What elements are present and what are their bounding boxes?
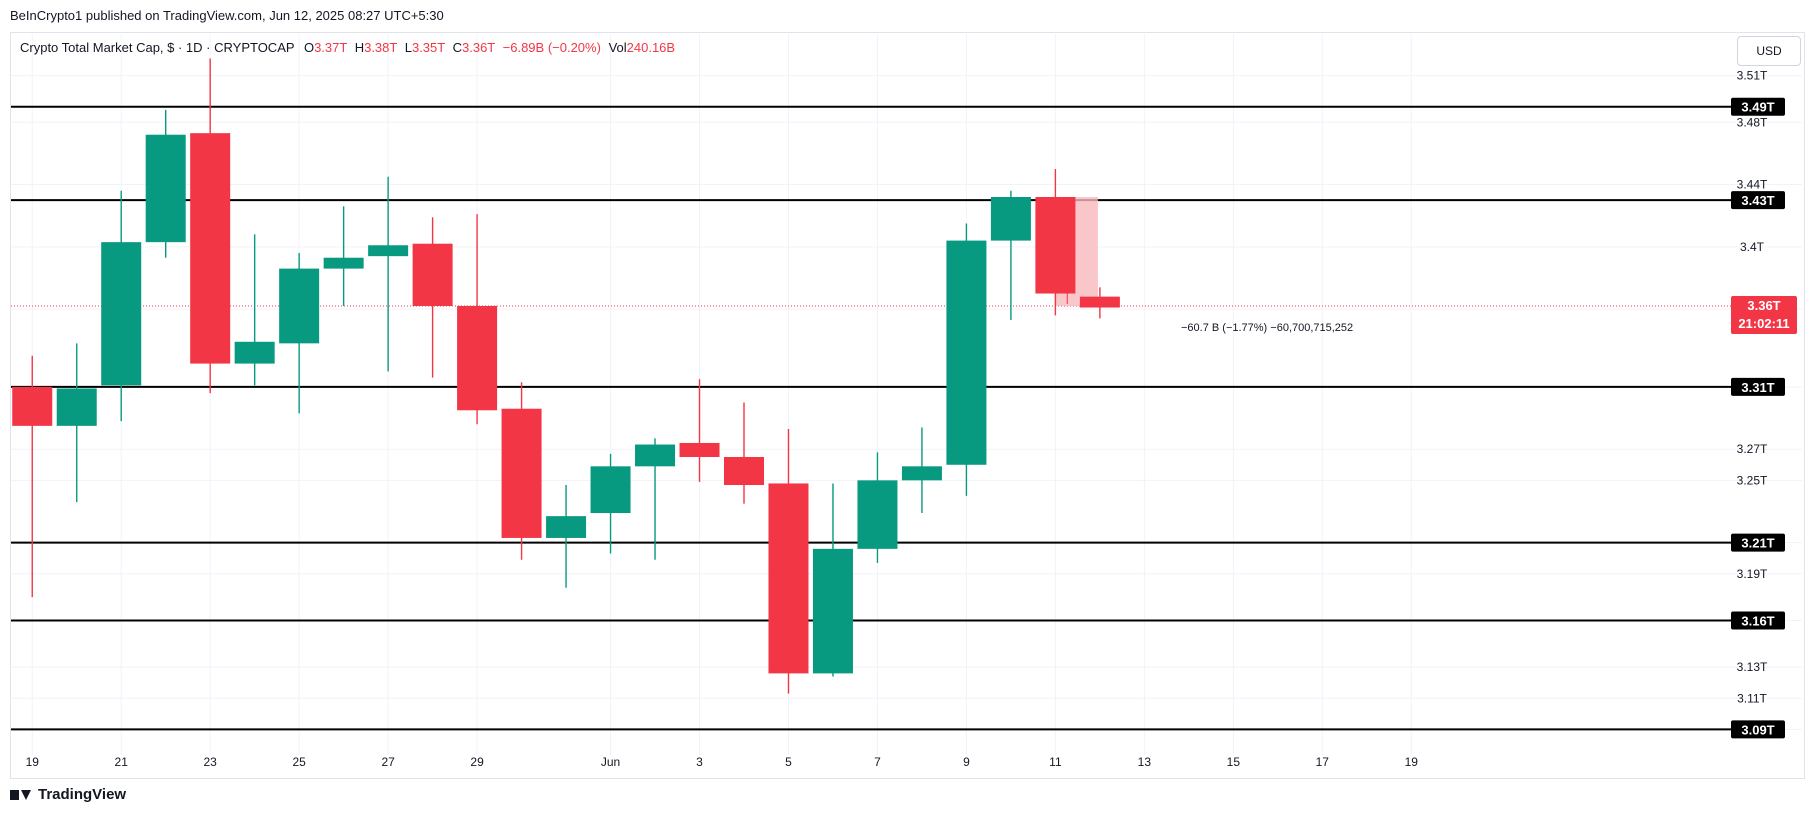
candle-body bbox=[724, 456, 764, 486]
candle-body bbox=[590, 466, 631, 514]
tradingview-logo-icon bbox=[10, 788, 32, 802]
high-value: 3.38T bbox=[364, 40, 398, 55]
candle-body bbox=[279, 268, 320, 344]
time-tick-label: 19 bbox=[26, 755, 40, 769]
price-tick-label: 3.11T bbox=[1737, 691, 1767, 705]
level-price-label: 3.31T bbox=[1741, 380, 1774, 395]
time-tick-label: 27 bbox=[381, 755, 395, 769]
symbol-legend: Crypto Total Market Cap, $ · 1D · CRYPTO… bbox=[20, 40, 675, 55]
level-price-tag bbox=[1731, 377, 1785, 396]
low-value: 3.35T bbox=[411, 40, 445, 55]
level-price-label: 3.43T bbox=[1741, 193, 1774, 208]
currency-button[interactable]: USD bbox=[1737, 36, 1801, 66]
candle-body bbox=[323, 257, 364, 269]
level-price-tag bbox=[1731, 97, 1785, 116]
candle-body bbox=[812, 548, 853, 674]
level-price-label: 3.16T bbox=[1741, 613, 1774, 628]
candle-body bbox=[234, 341, 275, 364]
close-value: 3.36T bbox=[462, 40, 496, 55]
price-tick-label: 3.19T bbox=[1737, 567, 1768, 581]
level-price-label: 3.49T bbox=[1741, 100, 1774, 115]
price-tick-label: 3.48T bbox=[1737, 115, 1768, 129]
candle-body bbox=[946, 240, 987, 465]
open-value: 3.37T bbox=[314, 40, 348, 55]
candle-body bbox=[190, 133, 231, 364]
time-tick-label: 23 bbox=[204, 755, 218, 769]
candle-body bbox=[56, 388, 97, 426]
candle-body bbox=[368, 245, 409, 257]
last-price-tag bbox=[1731, 295, 1797, 334]
time-tick-label: 9 bbox=[963, 755, 970, 769]
candle-body bbox=[901, 466, 942, 481]
price-tick-label: 3.4T bbox=[1740, 240, 1765, 254]
last-price-label: 3.36T bbox=[1747, 298, 1780, 313]
chart-grid bbox=[11, 34, 1802, 755]
time-tick-label: 29 bbox=[470, 755, 484, 769]
price-tick-label: 3.27T bbox=[1737, 442, 1768, 456]
open-label: O bbox=[303, 40, 315, 55]
candle-body bbox=[635, 444, 676, 467]
support-resistance-levels bbox=[11, 105, 1732, 731]
candle-body bbox=[145, 134, 186, 243]
candle-body bbox=[12, 386, 53, 426]
time-tick-label: 13 bbox=[1138, 755, 1152, 769]
level-price-tag bbox=[1731, 533, 1785, 552]
time-tick-label: 21 bbox=[115, 755, 129, 769]
candle-body bbox=[412, 243, 453, 306]
time-tick-label: 7 bbox=[874, 755, 881, 769]
time-tick-label: 3 bbox=[696, 755, 703, 769]
price-tick-label: 3.44T bbox=[1737, 178, 1768, 192]
candle-body bbox=[546, 516, 587, 538]
symbol-name[interactable]: Crypto Total Market Cap, $ · 1D · CRYPTO… bbox=[20, 40, 295, 55]
time-tick-label: 25 bbox=[292, 755, 306, 769]
published-caption: BeInCrypto1 published on TradingView.com… bbox=[10, 8, 444, 23]
candle-body bbox=[457, 305, 498, 411]
candle-body bbox=[679, 442, 720, 457]
candle-body bbox=[1079, 296, 1120, 308]
price-tick-label: 3.13T bbox=[1737, 660, 1768, 674]
volume-value: 240.16B bbox=[626, 40, 676, 55]
candle-body bbox=[101, 242, 142, 386]
time-axis: 19 21 23 25 27 29 Jun 3 5 7 9 11 13 15 17 19 bbox=[26, 755, 1419, 769]
measure-label: −60.7 B (−1.77%) −60,700,715,252 bbox=[1181, 322, 1353, 334]
time-tick-label: Jun bbox=[601, 755, 620, 769]
level-price-tag bbox=[1731, 611, 1785, 630]
close-label: C bbox=[452, 40, 462, 55]
time-tick-label: 5 bbox=[785, 755, 792, 769]
brand-name: TradingView bbox=[38, 786, 127, 803]
price-tick-label: 3.25T bbox=[1737, 473, 1768, 487]
price-tick-label: 3.51T bbox=[1737, 69, 1768, 83]
time-tick-label: 11 bbox=[1049, 755, 1062, 769]
change-value: −6.89B (−0.20%) bbox=[502, 40, 601, 55]
candle-body bbox=[768, 483, 809, 674]
price-axis: 3.51T 3.48T 3.44T 3.4T 3.36T 3.31T 3.27T 3.25T 3… bbox=[1731, 69, 1797, 739]
volume-label: Vol bbox=[608, 40, 627, 55]
candles bbox=[12, 58, 1120, 694]
time-tick-label: 17 bbox=[1316, 755, 1330, 769]
time-tick-label: 15 bbox=[1227, 755, 1241, 769]
candle-body bbox=[857, 480, 898, 549]
candle-body bbox=[1035, 197, 1076, 294]
level-price-tag bbox=[1731, 191, 1785, 210]
chart-panel bbox=[10, 32, 1805, 779]
time-tick-label: 19 bbox=[1405, 755, 1419, 769]
level-price-label: 3.21T bbox=[1741, 536, 1774, 551]
high-label: H bbox=[354, 40, 365, 55]
bar-countdown-label: 21:02:11 bbox=[1738, 316, 1789, 331]
low-label: L bbox=[404, 40, 412, 55]
tradingview-brand[interactable]: TradingView bbox=[10, 786, 126, 803]
level-price-label: 3.09T bbox=[1741, 722, 1774, 737]
candle-body bbox=[990, 197, 1031, 241]
candle-body bbox=[501, 408, 542, 538]
level-price-tag bbox=[1731, 720, 1785, 739]
